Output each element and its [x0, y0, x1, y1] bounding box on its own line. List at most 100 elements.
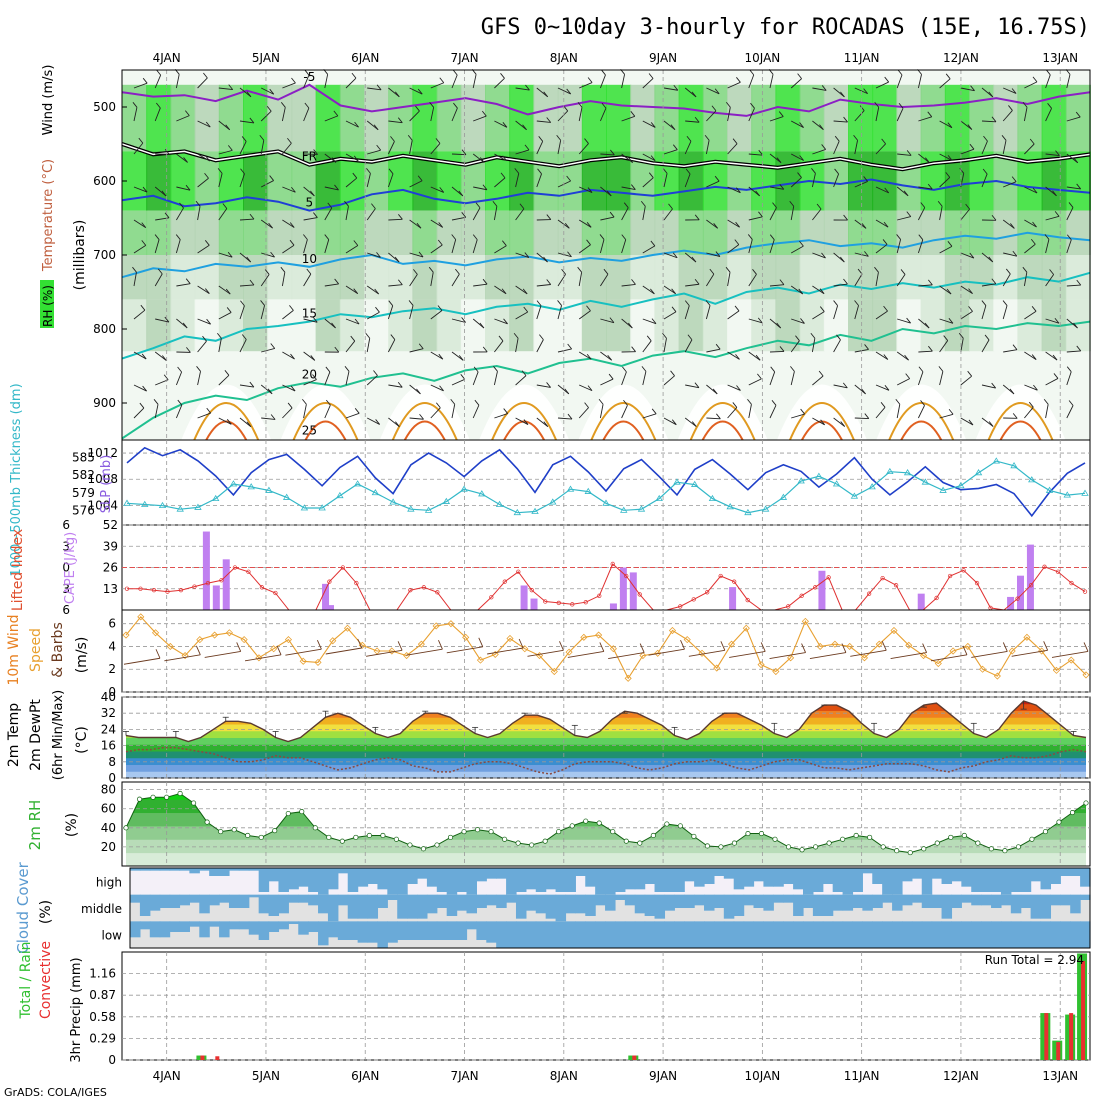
rh-cell [194, 299, 220, 352]
wind-barb-flag [797, 172, 802, 178]
wind-barb-flag [224, 370, 230, 376]
wind-barb [430, 107, 435, 122]
wind-barb [642, 120, 656, 128]
precip-convective-bar [215, 1056, 220, 1060]
isotherm-line [391, 402, 458, 441]
cloud-cell [496, 894, 507, 908]
wind-barb [451, 404, 456, 419]
rh-marker [272, 828, 278, 834]
rh-cell [606, 84, 632, 152]
rh-cell [751, 151, 777, 211]
rh-marker [299, 809, 305, 815]
wind-barb-flag [650, 288, 655, 295]
wind-barb [1023, 272, 1028, 287]
wind-barb [809, 652, 846, 659]
wind-barb [599, 107, 607, 122]
wind-barb-flag [694, 278, 700, 285]
wind-barb [197, 371, 201, 386]
wind-barb [812, 311, 825, 320]
cloud-cell [565, 894, 576, 914]
rh-cell [194, 210, 220, 255]
wind-barb [769, 284, 784, 287]
rh-cell [243, 255, 269, 300]
wind-barb [133, 219, 146, 229]
rh-cell [146, 84, 172, 152]
wind-barb [282, 219, 295, 228]
wind-barb [1045, 351, 1058, 361]
wind-barb-flag [206, 318, 211, 325]
thickness-marker [726, 503, 734, 510]
wind-barb-flag [864, 251, 869, 257]
wind-barb [218, 338, 222, 353]
wind-barb-flag [236, 642, 242, 652]
wind-barb [706, 87, 720, 95]
thickness-marker [744, 508, 752, 516]
wind-barb [175, 404, 183, 419]
wind-speed-marker [1067, 656, 1075, 664]
wind-barb-flag [882, 239, 888, 245]
rh-cell [969, 84, 995, 152]
thickness-marker [247, 483, 255, 490]
isotherm-line [193, 402, 260, 441]
wind-barb-flag [354, 318, 360, 325]
cloud-cell [852, 894, 863, 908]
wind-barb [261, 348, 275, 353]
rh-cell [291, 84, 317, 152]
cloud-cell [713, 894, 725, 908]
wind-barb [261, 417, 276, 420]
wind-barb [599, 239, 605, 254]
wind-barb [367, 252, 381, 258]
rh-cell [823, 255, 849, 300]
thickness-marker [424, 506, 433, 513]
wind-barb [1003, 252, 1017, 257]
wind-barb [176, 115, 190, 122]
wind-barb-flag [694, 214, 700, 221]
wind-barb-flag [1029, 138, 1035, 145]
bottom-day-label: 12JAN [943, 1069, 979, 1083]
cloud-cell [228, 894, 240, 908]
wind-barb [239, 384, 254, 388]
cloud-cell [1020, 868, 1032, 892]
cloud-cell [783, 894, 794, 903]
cloud-cell [179, 921, 190, 932]
wind-barb-flag [161, 355, 167, 361]
rh-marker [420, 846, 427, 852]
isotherm-label: -5 [303, 70, 315, 84]
wind-barb-flag [472, 234, 478, 240]
wind-barb [1024, 143, 1035, 155]
wind-barb-flag [608, 373, 614, 380]
rh-cell [194, 255, 220, 300]
wind-barb [875, 81, 889, 89]
wind-barb [621, 405, 628, 419]
rh-cell [920, 255, 946, 300]
wind-barb [493, 206, 498, 221]
wind-barb-flag [155, 649, 161, 659]
wind-barb-flag [546, 382, 551, 388]
cloud-cell [288, 868, 299, 890]
wind-barb-flag [799, 122, 804, 128]
wind-barb [684, 417, 697, 427]
wind-speed-marker [727, 640, 736, 648]
rh-cell [775, 210, 801, 255]
wind-barb-flag [418, 343, 424, 350]
wind-barb-flag [415, 105, 420, 112]
wind-barb-flag [437, 305, 443, 311]
wind-barb-flag [925, 157, 930, 163]
wind-barb-flag [623, 399, 628, 406]
cloud-cell [1040, 868, 1052, 890]
cloud-cell [892, 868, 903, 895]
wind-barb [960, 375, 972, 386]
wind-barb [303, 379, 317, 386]
wind-barb-flag [291, 77, 296, 84]
wind-barb [748, 186, 760, 197]
wind-barb [790, 153, 804, 161]
lifted-index-marker [786, 604, 791, 609]
wind-barb-flag [650, 122, 656, 128]
wind-barb-flag [945, 73, 951, 80]
cloud-cell [634, 921, 646, 948]
wind-barb [281, 272, 286, 287]
wind-barb [366, 311, 380, 320]
thickness-axis-label: 1000~500mb Thickness (dm) [9, 383, 24, 576]
wind-barb-flag [1028, 401, 1034, 408]
wind-barb-flag [428, 266, 434, 273]
